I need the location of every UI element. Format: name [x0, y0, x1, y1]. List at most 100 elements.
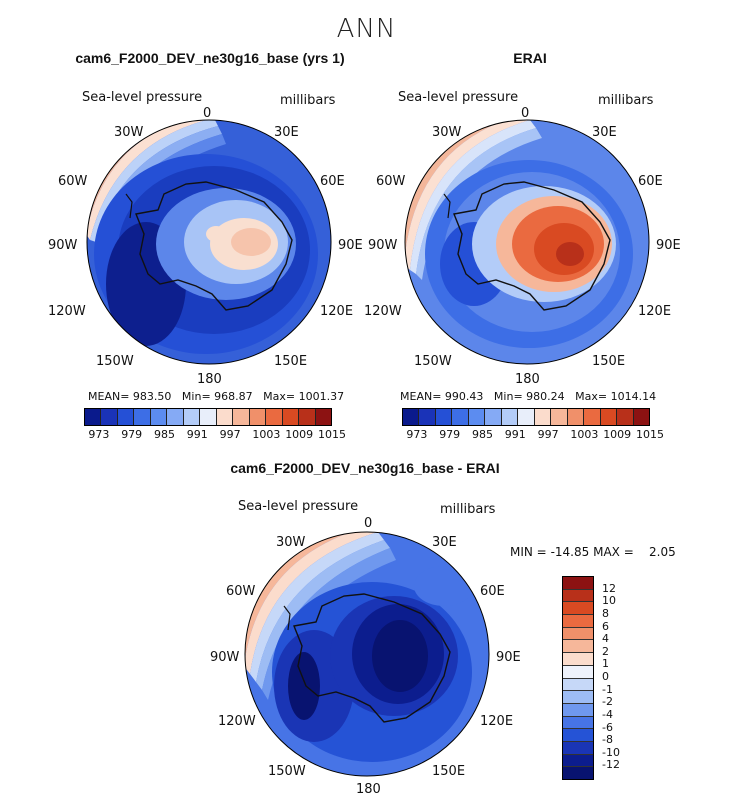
colorbar-swatch: [563, 691, 593, 704]
obs-map: [404, 119, 650, 365]
diff-variable-label: Sea-level pressure: [238, 499, 359, 514]
colorbar-swatch: [567, 409, 585, 425]
colorbar-swatch: [563, 627, 593, 641]
obs-colorbar-labels: 973 979 985 991 997 1003 1009 1015: [402, 428, 664, 442]
colorbar-swatch: [452, 409, 469, 425]
model-variable-label: Sea-level pressure: [82, 90, 203, 105]
colorbar-swatch: [501, 409, 519, 425]
colorbar-swatch: [633, 409, 650, 425]
obs-min-value: 980.24: [526, 390, 565, 403]
colorbar-tick-label: 997: [219, 428, 241, 441]
diff-colorbar-wrap: 12 10 8 6 4 2 1 0 -1 -2 -4 -6 -8 -10 -12: [562, 576, 652, 780]
colorbar-tick-label: 1009: [285, 428, 314, 441]
obs-lon-30e: 30E: [592, 125, 617, 140]
figure-title: ANN: [336, 14, 397, 44]
obs-mean-label: MEAN=: [400, 390, 442, 403]
diff-lon-30w: 30W: [276, 535, 306, 550]
diff-colorbar: [562, 576, 594, 780]
colorbar-tick-label: -4: [602, 707, 613, 721]
model-units-label: millibars: [280, 93, 336, 108]
colorbar-swatch: [200, 409, 217, 425]
diff-min-label: MIN =: [510, 545, 547, 559]
colorbar-swatch: [563, 729, 593, 742]
model-lon-60e: 60E: [320, 174, 345, 189]
colorbar-swatch: [534, 409, 552, 425]
colorbar-tick-label: 2: [602, 644, 609, 658]
model-lon-0: 0: [203, 106, 212, 121]
model-lon-60w: 60W: [58, 174, 88, 189]
model-colorbar-labels: 973 979 985 991 997 1003 1009 1015: [84, 428, 346, 442]
diff-lon-90e: 90E: [496, 650, 521, 665]
colorbar-tick-label: -10: [602, 745, 620, 759]
colorbar-tick-label: -1: [602, 682, 613, 696]
colorbar-swatch: [216, 409, 234, 425]
model-lon-30w: 30W: [114, 125, 144, 140]
colorbar-tick-label: 12: [602, 581, 616, 595]
model-min-label: Min=: [181, 390, 211, 403]
colorbar-tick-label: 973: [406, 428, 428, 441]
diff-lon-90w: 90W: [210, 650, 240, 665]
model-lon-180: 180: [197, 372, 222, 387]
diff-map: [244, 531, 490, 777]
diff-lon-60e: 60E: [480, 584, 505, 599]
diff-lon-0: 0: [364, 516, 373, 531]
obs-lon-120e: 120E: [638, 304, 672, 319]
model-mean-label: MEAN=: [88, 390, 130, 403]
colorbar-tick-label: 4: [602, 632, 609, 646]
colorbar-swatch: [563, 615, 593, 628]
colorbar-swatch: [563, 589, 593, 603]
colorbar-tick-label: 8: [602, 606, 609, 620]
colorbar-swatch: [117, 409, 135, 425]
diff-lon-120w: 120W: [218, 714, 256, 729]
colorbar-tick-label: 1003: [570, 428, 599, 441]
model-lon-120e: 120E: [320, 304, 354, 319]
colorbar-swatch: [419, 409, 436, 425]
obs-colorbar: [402, 408, 650, 426]
colorbar-tick-label: -2: [602, 695, 613, 709]
model-map: [86, 119, 332, 365]
obs-max-label: Max=: [575, 390, 608, 403]
obs-lon-150w: 150W: [414, 354, 452, 369]
colorbar-swatch: [563, 602, 593, 616]
colorbar-swatch: [563, 653, 593, 666]
colorbar-tick-label: 985: [472, 428, 493, 441]
colorbar-tick-label: 991: [504, 428, 526, 441]
colorbar-swatch: [563, 577, 593, 590]
obs-variable-label: Sea-level pressure: [398, 90, 519, 105]
model-colorbar: [84, 408, 332, 426]
model-lon-30e: 30E: [274, 125, 299, 140]
model-lon-150w: 150W: [96, 354, 134, 369]
obs-lon-90w: 90W: [368, 238, 398, 253]
colorbar-swatch: [150, 409, 168, 425]
colorbar-tick-label: 979: [121, 428, 143, 441]
colorbar-swatch: [563, 716, 593, 730]
colorbar-tick-label: 1: [602, 657, 609, 671]
model-lon-120w: 120W: [48, 304, 86, 319]
colorbar-swatch: [551, 409, 568, 425]
obs-lon-150e: 150E: [592, 354, 626, 369]
obs-lon-30w: 30W: [432, 125, 462, 140]
model-max-label: Max=: [263, 390, 296, 403]
diff-lon-60w: 60W: [226, 584, 256, 599]
obs-lon-90e: 90E: [656, 238, 681, 253]
diff-lon-150w: 150W: [268, 764, 306, 779]
colorbar-swatch: [563, 703, 593, 717]
colorbar-tick-label: 973: [88, 428, 110, 441]
diff-minmax: MIN = -14.85 MAX = 2.05: [510, 545, 676, 559]
colorbar-swatch: [315, 409, 332, 425]
colorbar-swatch: [563, 741, 593, 755]
colorbar-tick-label: 991: [186, 428, 208, 441]
obs-panel-title: ERAI: [513, 50, 547, 66]
colorbar-tick-label: 997: [537, 428, 559, 441]
colorbar-tick-label: 979: [439, 428, 461, 441]
obs-stats: MEAN= 990.43 Min= 980.24 Max= 1014.14: [400, 390, 656, 403]
colorbar-swatch: [282, 409, 300, 425]
colorbar-swatch: [563, 640, 593, 654]
model-lon-150e: 150E: [274, 354, 308, 369]
colorbar-tick-label: -6: [602, 720, 613, 734]
colorbar-tick-label: 0: [602, 670, 609, 683]
obs-lon-60e: 60E: [638, 174, 663, 189]
model-panel-title: cam6_F2000_DEV_ne30g16_base (yrs 1): [75, 50, 345, 66]
colorbar-swatch: [233, 409, 250, 425]
colorbar-tick-label: 985: [154, 428, 175, 441]
